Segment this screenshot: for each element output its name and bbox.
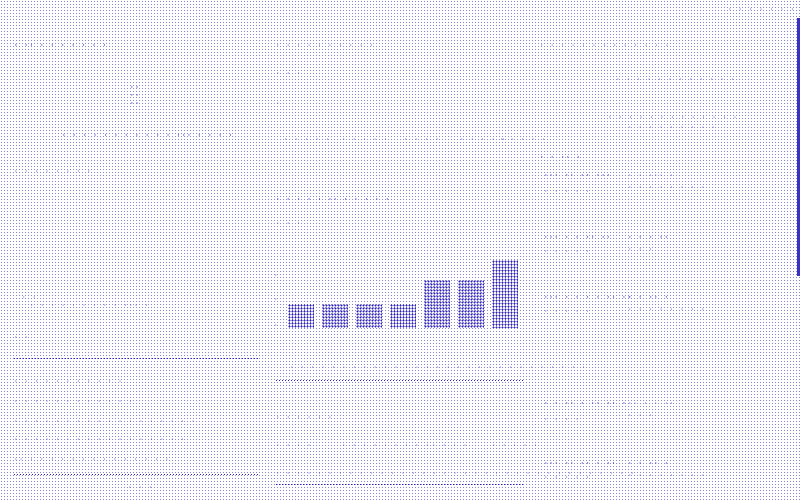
static-text: · ·: [22, 294, 38, 301]
axis-tick: ·: [274, 296, 280, 303]
chart-bar: [322, 304, 348, 328]
row-meta: ·· · · ··: [628, 400, 675, 407]
marker: ··: [130, 84, 141, 91]
status-text: · · · · · · · ·: [728, 6, 800, 13]
left-title: · ·· · · · · · · ·: [14, 42, 108, 49]
table-header: · · · ·: [276, 442, 313, 449]
row-primary[interactable]: ··· · · ·· ··: [544, 234, 612, 241]
table-header: · · · ·: [432, 442, 469, 449]
divider: [276, 484, 524, 485]
divider: [14, 358, 260, 359]
subheading: · · ·: [276, 70, 303, 77]
marker: ··: [130, 92, 141, 99]
axis-tick: ·: [274, 322, 280, 329]
chart-bar: [492, 260, 518, 328]
row-primary[interactable]: ··· · · · · ·· ··: [544, 294, 633, 301]
tab-link[interactable]: · · · · ·: [342, 136, 389, 143]
meta-text: · · · · · · · · · · · ·: [616, 76, 736, 83]
row-primary[interactable]: · · ·· · ·· ·· ·: [544, 400, 628, 407]
row-meta: · · · ··: [628, 234, 670, 241]
subheading: ·: [276, 100, 282, 107]
tab-link[interactable]: · · · · ·: [460, 136, 507, 143]
table-header: · · · · ·: [492, 442, 539, 449]
chart-bar: [390, 304, 416, 328]
section-label: · · · · · ·: [276, 414, 334, 421]
chart-bar: [288, 304, 314, 328]
row-detail: · · ·: [628, 412, 655, 419]
left-footer: · · ·: [128, 484, 155, 491]
tab-link[interactable]: · · · · ·: [284, 136, 331, 143]
scrollbar[interactable]: [797, 18, 800, 276]
row-meta: · · ··· ·: [628, 172, 675, 179]
row-detail: · · · · · · · ·: [628, 184, 707, 191]
tab-link[interactable]: · · · · ·: [500, 136, 547, 143]
right-title: · · · · · · · · · · · · ·: [540, 42, 671, 49]
list-item[interactable]: · · · · · · · · · · ·: [14, 378, 124, 385]
row-detail: · · · · · · · ·: [628, 472, 707, 479]
column-header: · · ·· ·: [540, 154, 582, 161]
table-header: · · · · · · · · ·: [342, 442, 431, 449]
axis-tick: ·: [274, 272, 280, 279]
meta-text: · · · · · · · · ·: [628, 124, 717, 131]
chart-bar: [424, 280, 450, 328]
middle-title: · · · · · · · · · ·: [276, 42, 376, 49]
chart-bar: [458, 280, 484, 328]
row-secondary: · · · ·: [544, 416, 581, 423]
row-meta: · · ·· ·: [628, 460, 670, 467]
list-item[interactable]: · · · · · · · · · · · · · · · · ·: [14, 436, 187, 443]
detail-row: · · · · · · · · · ··· ·: [30, 302, 150, 309]
marker: ··: [130, 100, 141, 107]
row-meta: · · ·· ·: [628, 294, 670, 301]
static-text: · ·: [14, 334, 30, 341]
list-item[interactable]: · · · · · · · · · · · ·: [14, 398, 134, 405]
tab-link[interactable]: · · · ·: [404, 136, 441, 143]
list-item[interactable]: · · · · · · · · · · · · · · · · · ·: [14, 418, 197, 425]
row-secondary: · · · · ·: [544, 188, 591, 195]
divider: [14, 474, 260, 475]
summary-label: · · · · · · · · · · · ··· · · · ·: [62, 132, 235, 139]
section-heading: · · · · · · · ·: [14, 168, 93, 175]
chart-bar: [356, 304, 382, 328]
row-primary[interactable]: ··· ·· ·· · ··: [544, 460, 617, 467]
row-secondary: · · · · ·: [544, 474, 591, 481]
row-secondary: · · · · ·: [544, 248, 591, 255]
row-primary[interactable]: ··· ·· ·· ···: [544, 172, 612, 179]
chart-subtitle: · · ·: [276, 220, 303, 227]
divider: [276, 380, 524, 381]
chart-title: · · · · · ·· · · · · ·: [276, 196, 391, 203]
chart-caption: · · · · · · · · · · · · · · · · · · · · …: [290, 364, 588, 371]
table-row[interactable]: · · · · · · · · · · · · · · · · · · · · …: [276, 470, 636, 477]
list-item[interactable]: ·· · · · · · · · · · · · · · ·: [14, 456, 171, 463]
row-secondary: · · · · ·: [544, 308, 591, 315]
bar-chart: [284, 246, 524, 328]
row-detail: · · ·: [628, 246, 655, 253]
meta-text: · · · · · · · · · · · · ·: [608, 114, 739, 121]
row-detail: · · · · · · · ·: [628, 306, 707, 313]
